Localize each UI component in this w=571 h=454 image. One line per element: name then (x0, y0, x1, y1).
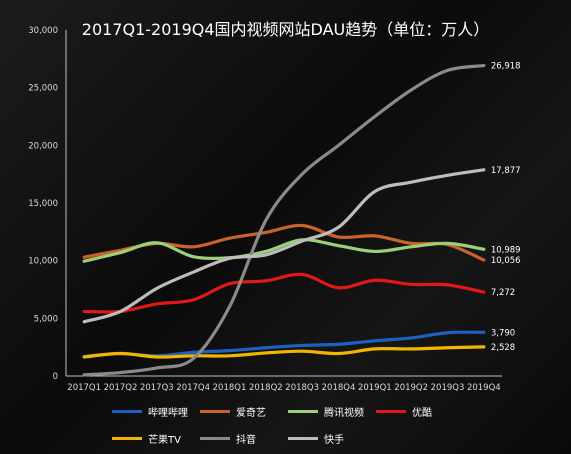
y-tick-label: 20,000 (28, 141, 58, 151)
end-value-label: 10,056 (491, 256, 521, 266)
chart-legend: 哔哩哔哩 爱奇艺 腾讯视频 优酷芒果TV 抖音 快手 (112, 404, 532, 446)
legend-label: 抖音 (236, 435, 256, 446)
end-value-label: 3,790 (491, 328, 515, 338)
legend-label: 腾讯视频 (324, 408, 364, 419)
y-tick-label: 0 (53, 372, 58, 382)
legend-item: 腾讯视频 (288, 404, 376, 419)
end-value-label: 7,272 (491, 288, 515, 298)
legend-swatch (112, 437, 142, 440)
end-value-label: 26,918 (491, 62, 521, 72)
series-line-5 (82, 63, 486, 377)
x-tick-label: 2018Q1 (213, 383, 247, 393)
series-line-2 (82, 238, 486, 263)
legend-swatch (200, 410, 230, 413)
legend-swatch (376, 410, 406, 413)
x-tick-label: 2017Q1 (67, 383, 101, 393)
legend-item: 芒果TV (112, 431, 200, 446)
series-line-1 (82, 223, 486, 262)
x-tick-label: 2017Q3 (140, 383, 174, 393)
y-tick-label: 10,000 (28, 257, 58, 267)
x-tick-label: 2017Q4 (176, 383, 210, 393)
end-value-label: 17,877 (491, 166, 521, 176)
end-value-label: 2,528 (491, 343, 515, 353)
legend-item: 抖音 (200, 431, 288, 446)
legend-swatch (200, 437, 230, 440)
chart-title: 2017Q1-2019Q4国内视频网站DAU趋势（单位：万人） (81, 20, 490, 39)
series-line-3 (82, 272, 486, 314)
x-tick-label: 2019Q3 (431, 383, 465, 393)
x-tick-label: 2019Q4 (467, 383, 501, 393)
legend-item: 哔哩哔哩 (112, 404, 200, 419)
legend-label: 哔哩哔哩 (148, 408, 188, 419)
x-tick-label: 2017Q2 (104, 383, 138, 393)
end-value-label: 10,989 (491, 245, 521, 255)
legend-item: 快手 (288, 431, 376, 446)
legend-swatch (288, 437, 318, 440)
legend-label: 爱奇艺 (236, 408, 266, 419)
y-tick-label: 5,000 (34, 314, 58, 324)
legend-swatch (112, 410, 142, 413)
legend-label: 芒果TV (148, 435, 181, 446)
x-tick-label: 2018Q4 (322, 383, 356, 393)
series-line-6 (82, 168, 486, 324)
legend-label: 快手 (324, 435, 344, 446)
y-tick-label: 25,000 (28, 84, 58, 94)
y-tick-label: 30,000 (28, 26, 58, 36)
x-tick-label: 2019Q2 (394, 383, 428, 393)
series-line-4 (82, 345, 486, 359)
legend-item: 优酷 (376, 404, 464, 419)
legend-item: 爱奇艺 (200, 404, 288, 419)
x-tick-label: 2019Q1 (358, 383, 392, 393)
legend-swatch (288, 410, 318, 413)
y-tick-label: 15,000 (28, 199, 58, 209)
x-tick-label: 2018Q3 (285, 383, 319, 393)
x-tick-label: 2018Q2 (249, 383, 283, 393)
legend-label: 优酷 (412, 408, 432, 419)
